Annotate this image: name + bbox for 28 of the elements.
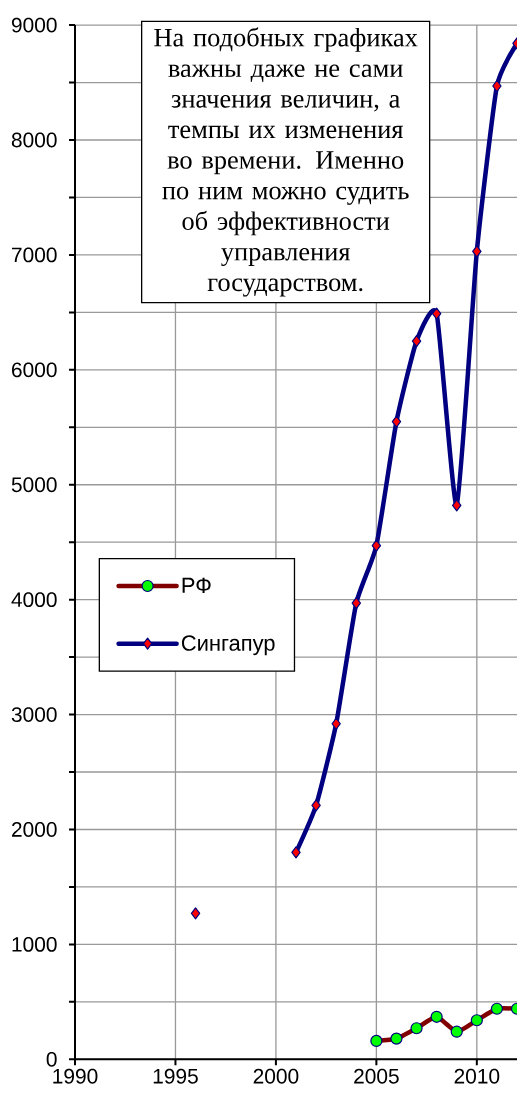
y-tick-label: 1000 bbox=[12, 936, 57, 952]
x-tick-label: 2000 bbox=[253, 1068, 299, 1084]
y-tick-label: 6000 bbox=[12, 362, 57, 378]
point bbox=[351, 597, 361, 610]
y-tick-label: 4000 bbox=[11, 592, 57, 608]
y-tick-label: 7000 bbox=[12, 247, 57, 263]
y-tick-label: 5000 bbox=[11, 477, 57, 493]
y-tick-label: 2000 bbox=[12, 822, 57, 837]
point bbox=[291, 846, 301, 859]
point bbox=[371, 539, 382, 552]
y-tick-label: 3000 bbox=[11, 707, 57, 722]
point bbox=[411, 335, 422, 348]
x-tick-label: 2005 bbox=[354, 1068, 399, 1084]
point bbox=[431, 307, 442, 320]
legend-label: Сингапур bbox=[181, 635, 275, 656]
point bbox=[311, 799, 321, 812]
point bbox=[492, 79, 502, 93]
legend-label: РФ bbox=[182, 577, 211, 593]
y-tick-label: 9000 bbox=[11, 17, 57, 33]
y-tick-label: 8000 bbox=[11, 132, 57, 148]
x-tick-label: 2010 bbox=[454, 1068, 500, 1084]
point bbox=[391, 415, 402, 428]
x-tick-label: 1990 bbox=[53, 1068, 98, 1084]
text: На подобных графиках важны даже не сами значения величин, а темпы их изменения во времени. Именно по ним можно судить об эффективности управления государством. bbox=[154, 27, 418, 297]
y-tick-label: 0 bbox=[46, 1051, 57, 1067]
x-tick-label: 1995 bbox=[153, 1068, 198, 1084]
point bbox=[331, 717, 341, 730]
point bbox=[190, 907, 201, 920]
